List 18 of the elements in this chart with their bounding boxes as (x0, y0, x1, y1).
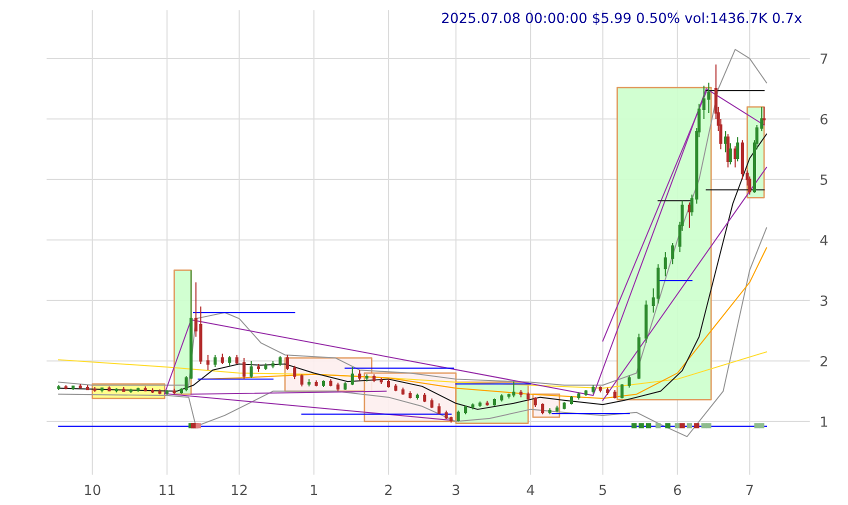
x-tick-label: 5 (599, 484, 606, 496)
y-tick-label: 3 (820, 295, 828, 306)
y-tick-label: 6 (820, 114, 828, 124)
x-tick-label: 2 (385, 484, 392, 495)
x-tick-label: 12 (232, 484, 247, 495)
chart-title: 2025.07.08 00:00:00 $5.99 0.50% vol:1436.7K 0.7x (442, 12, 802, 26)
y-tick-label: 4 (820, 235, 828, 246)
y-tick-label: 2 (820, 356, 828, 366)
y-tick-label: 1 (821, 416, 828, 427)
y-tick-label: 7 (820, 54, 828, 64)
x-tick-label: 6 (674, 484, 681, 496)
x-tick-label: 4 (526, 484, 534, 495)
x-tick-label: 10 (85, 484, 100, 496)
x-tick-label: 3 (452, 484, 460, 496)
x-tick-label: 11 (160, 484, 175, 495)
y-tick-label: 5 (820, 174, 828, 185)
x-tick-label: 1 (310, 484, 318, 495)
x-tick-label: 7 (746, 484, 753, 495)
